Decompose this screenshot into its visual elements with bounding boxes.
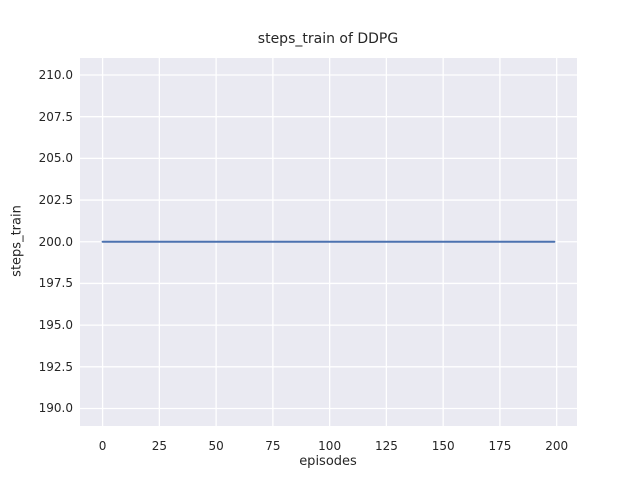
- x-tick-label: 50: [208, 439, 224, 453]
- y-tick-label: 200.0: [38, 234, 73, 249]
- y-tick-label: 192.5: [38, 359, 73, 374]
- y-tick-label: 195.0: [38, 318, 73, 333]
- chart-title: steps_train of DDPG: [257, 31, 399, 47]
- y-tick-label: 205.0: [38, 151, 73, 166]
- y-tick-label: 190.0: [38, 401, 73, 416]
- x-tick-label: 0: [98, 439, 107, 453]
- x-tick-label: 200: [545, 439, 569, 453]
- x-tick-label: 25: [151, 439, 167, 453]
- x-axis-label: episodes: [299, 454, 357, 469]
- y-tick-label: 197.5: [38, 276, 73, 291]
- x-tick-label: 75: [265, 439, 281, 453]
- x-tick-label: 125: [374, 439, 398, 453]
- y-tick-label: 210.0: [38, 68, 73, 82]
- y-tick-label: 202.5: [38, 193, 73, 208]
- y-axis-label: steps_train: [9, 205, 25, 277]
- x-tick-label: 100: [318, 439, 342, 453]
- y-tick-label: 207.5: [38, 109, 73, 124]
- x-tick-label: 175: [488, 439, 512, 453]
- x-tick-label: 150: [431, 439, 455, 453]
